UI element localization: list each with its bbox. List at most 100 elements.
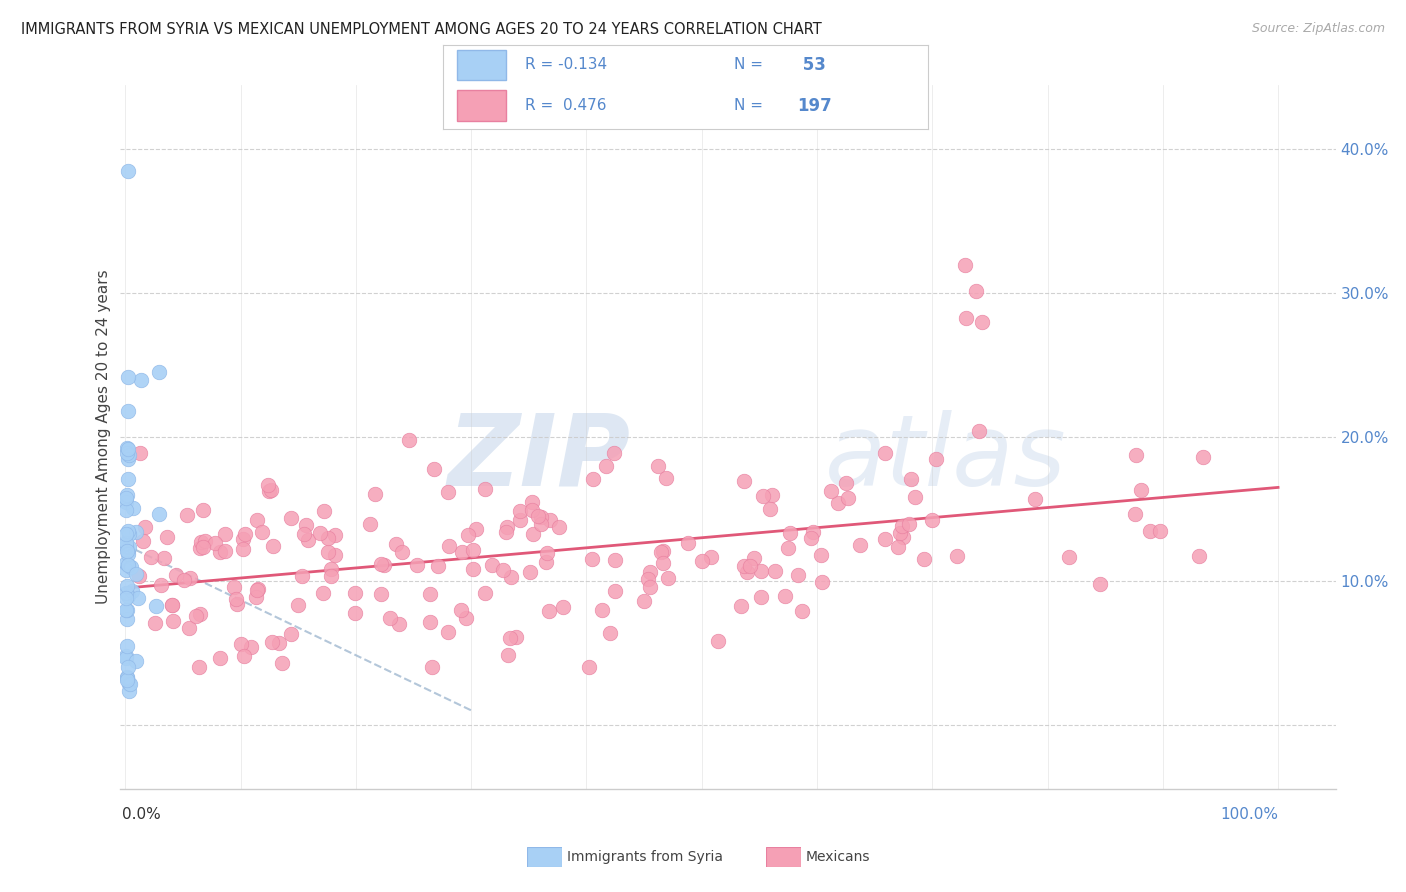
Point	[125, 567, 148, 582]
Point	[188, 607, 211, 622]
Point	[897, 517, 920, 532]
Point	[240, 640, 263, 654]
Point	[912, 552, 935, 566]
Point	[451, 545, 474, 559]
Point	[633, 594, 655, 608]
Point	[257, 478, 280, 492]
Point	[1188, 549, 1211, 564]
Point	[1192, 450, 1215, 464]
Point	[280, 627, 302, 641]
Point	[325, 549, 347, 563]
Point	[115, 591, 138, 605]
Point	[651, 543, 673, 558]
Point	[538, 512, 561, 526]
Point	[946, 549, 969, 563]
Point	[581, 552, 603, 566]
Point	[359, 516, 381, 531]
Point	[191, 540, 214, 554]
Point	[115, 491, 138, 506]
Point	[125, 654, 148, 668]
Point	[548, 520, 571, 534]
Point	[492, 563, 515, 577]
Point	[761, 488, 783, 502]
Point	[232, 541, 254, 556]
Bar	[457, 90, 506, 120]
Point	[969, 425, 991, 439]
Point	[245, 590, 267, 604]
Point	[955, 311, 977, 326]
Point	[647, 458, 669, 473]
Point	[889, 525, 911, 540]
Point	[117, 442, 139, 456]
Point	[599, 625, 621, 640]
Point	[520, 503, 543, 517]
Point	[295, 518, 318, 533]
Text: 100.0%: 100.0%	[1220, 806, 1278, 822]
Point	[319, 562, 342, 576]
Point	[1057, 549, 1080, 564]
Point	[655, 471, 678, 485]
Point	[115, 586, 138, 600]
Point	[640, 580, 662, 594]
Point	[343, 586, 366, 600]
Point	[162, 599, 184, 613]
Bar	[457, 50, 506, 80]
Text: IMMIGRANTS FROM SYRIA VS MEXICAN UNEMPLOYMENT AMONG AGES 20 TO 24 YEARS CORRELAT: IMMIGRANTS FROM SYRIA VS MEXICAN UNEMPLO…	[21, 22, 823, 37]
Point	[827, 496, 849, 510]
Point	[603, 583, 626, 598]
Point	[115, 539, 138, 553]
Point	[117, 589, 139, 603]
Point	[115, 544, 138, 558]
Point	[117, 524, 139, 538]
Point	[117, 527, 139, 541]
Point	[520, 495, 543, 509]
Point	[194, 534, 217, 549]
Point	[536, 546, 558, 560]
Point	[247, 582, 270, 596]
Point	[891, 531, 914, 545]
Point	[887, 540, 910, 554]
Point	[262, 539, 284, 553]
Point	[115, 579, 138, 593]
Point	[551, 600, 574, 615]
Point	[800, 532, 823, 546]
Point	[173, 574, 195, 588]
Point	[602, 446, 624, 460]
Point	[391, 544, 413, 558]
Point	[122, 501, 145, 516]
Point	[742, 551, 765, 566]
Point	[1129, 483, 1152, 497]
Point	[495, 524, 517, 539]
Point	[115, 603, 138, 617]
Point	[733, 558, 755, 573]
Point	[778, 541, 800, 555]
Point	[378, 611, 401, 625]
Text: R = -0.134: R = -0.134	[526, 57, 607, 72]
Point	[115, 536, 138, 550]
Point	[970, 315, 993, 329]
Point	[267, 636, 290, 650]
Point	[900, 472, 922, 486]
Point	[456, 611, 478, 625]
Point	[134, 520, 156, 534]
Point	[190, 541, 212, 555]
Point	[209, 650, 232, 665]
Point	[187, 660, 209, 674]
Point	[733, 474, 755, 488]
Point	[849, 538, 872, 552]
Point	[405, 558, 427, 572]
Point	[437, 485, 460, 500]
Point	[271, 656, 294, 670]
Point	[314, 504, 336, 518]
Point	[117, 164, 139, 178]
Point	[115, 603, 138, 617]
Point	[246, 513, 269, 527]
Point	[115, 669, 138, 683]
Point	[184, 608, 207, 623]
Point	[150, 577, 173, 591]
Text: atlas: atlas	[825, 409, 1067, 507]
Point	[450, 603, 472, 617]
Point	[229, 637, 252, 651]
Point	[465, 523, 488, 537]
Point	[904, 491, 927, 505]
